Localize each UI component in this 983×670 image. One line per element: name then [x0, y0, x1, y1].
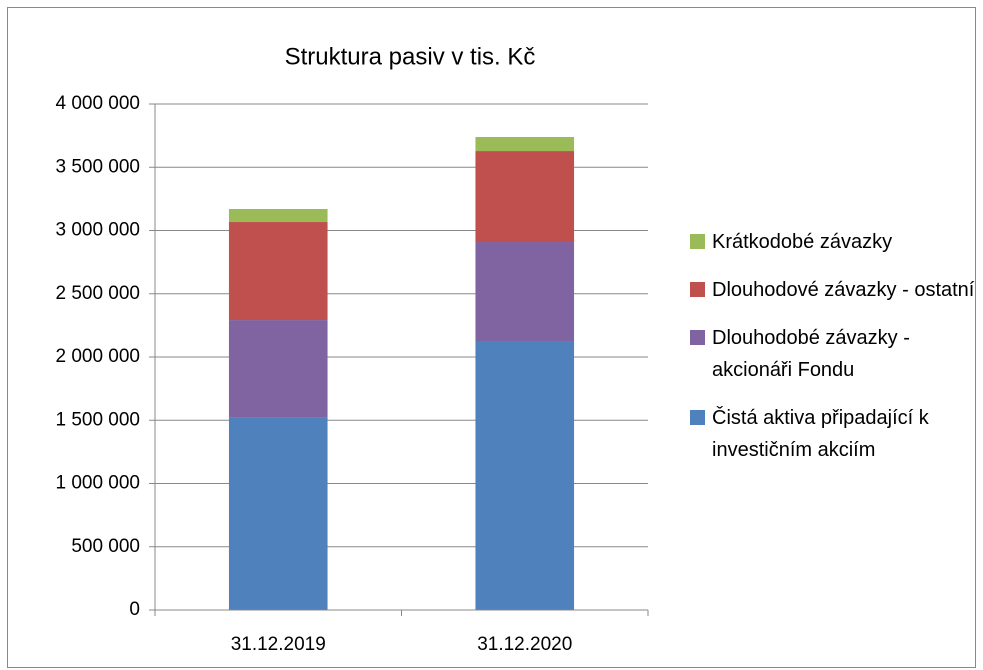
y-tick-label: 2 000 000 [55, 346, 140, 367]
legend-swatch [690, 410, 705, 425]
y-tick-label: 1 000 000 [55, 473, 140, 494]
bar-segment [475, 242, 575, 342]
legend-item: Krátkodobé závazky [688, 226, 978, 258]
bar-segment [228, 208, 328, 223]
legend-label: Dlouhodobé závazky - akcionáři Fondu [712, 327, 910, 381]
legend-item: Dlouhodové závazky - ostatní [688, 274, 978, 306]
bar-segment [475, 151, 575, 243]
legend-swatch [690, 282, 705, 297]
bar-segment [475, 341, 575, 610]
legend: Krátkodobé závazky Dlouhodové závazky - o… [688, 226, 978, 482]
legend-label: Čistá aktiva připadající k investičním a… [712, 407, 929, 461]
legend-swatch [690, 234, 705, 249]
bar-segment [228, 417, 328, 610]
legend-label: Krátkodobé závazky [712, 231, 893, 253]
bar-segment [228, 320, 328, 418]
y-tick-label: 4 000 000 [55, 93, 140, 114]
x-tick-label: 31.12.2020 [477, 634, 572, 655]
legend-swatch [690, 330, 705, 345]
legend-label: Dlouhodové závazky - ostatní [712, 279, 975, 301]
chart-border [7, 7, 976, 668]
y-tick-label: 3 500 000 [55, 156, 140, 177]
chart-title: Struktura pasiv v tis. Kč [285, 43, 536, 70]
y-tick-label: 0 [129, 599, 140, 620]
y-tick-label: 2 500 000 [55, 283, 140, 304]
x-tick-label: 31.12.2019 [231, 634, 326, 655]
bar-segment [475, 137, 575, 152]
bar-segment [228, 222, 328, 321]
y-tick-label: 1 500 000 [55, 409, 140, 430]
y-tick-label: 3 000 000 [55, 220, 140, 241]
legend-item: Dlouhodobé závazky - akcionáři Fondu [688, 322, 978, 386]
legend-item: Čistá aktiva připadající k investičním a… [688, 402, 978, 466]
y-tick-label: 500 000 [71, 536, 140, 557]
